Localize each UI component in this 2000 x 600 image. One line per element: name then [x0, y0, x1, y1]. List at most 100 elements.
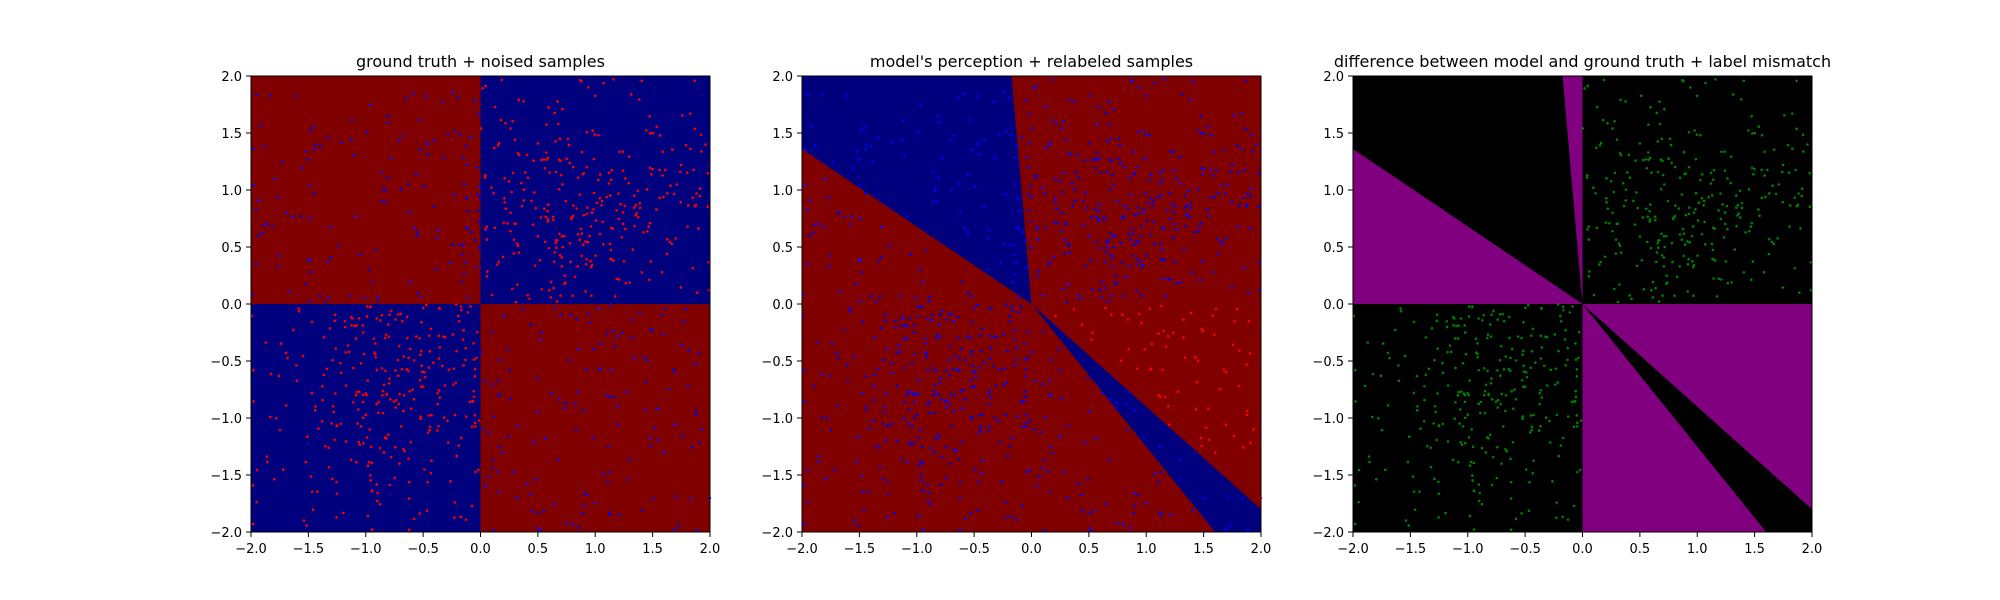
- scatter-point: [1797, 192, 1800, 195]
- scatter-point: [1490, 377, 1493, 380]
- scatter-point: [906, 390, 909, 394]
- scatter-point: [1490, 313, 1493, 316]
- scatter-point: [1482, 313, 1486, 317]
- scatter-point: [618, 278, 621, 281]
- scatter-point: [370, 528, 374, 531]
- scatter-point: [490, 293, 494, 297]
- scatter-point: [1524, 306, 1527, 310]
- scatter-point: [1597, 263, 1601, 266]
- scatter-point: [308, 184, 311, 187]
- scatter-point: [629, 93, 633, 96]
- scatter-point: [1612, 287, 1616, 291]
- scatter-point: [686, 225, 689, 228]
- scatter-point: [1782, 114, 1786, 117]
- scatter-point: [1012, 253, 1015, 256]
- scatter-point: [969, 118, 973, 122]
- scatter-point: [1251, 150, 1254, 153]
- scatter-point: [958, 457, 961, 461]
- scatter-point: [1136, 257, 1139, 261]
- scatter-point: [536, 235, 540, 238]
- scatter-point: [308, 128, 312, 132]
- scatter-point: [688, 112, 692, 115]
- scatter-point: [1481, 319, 1484, 322]
- scatter-point: [517, 98, 520, 102]
- scatter-point: [1459, 440, 1462, 444]
- x-tick-label: −2.0: [786, 542, 818, 557]
- scatter-point: [1635, 191, 1638, 194]
- scatter-point: [931, 200, 935, 203]
- scatter-point: [1197, 229, 1200, 233]
- scatter-point: [1015, 415, 1019, 418]
- scatter-point: [380, 200, 384, 203]
- scatter-point: [453, 193, 456, 196]
- scatter-point: [564, 401, 567, 405]
- scatter-point: [663, 307, 667, 311]
- scatter-point: [343, 319, 347, 323]
- scatter-point: [300, 166, 304, 170]
- scatter-point: [1010, 305, 1014, 308]
- scatter-point: [374, 342, 377, 345]
- scatter-point: [1661, 173, 1665, 177]
- scatter-point: [369, 474, 372, 477]
- scatter-point: [399, 188, 403, 191]
- scatter-point: [330, 422, 333, 425]
- scatter-point: [426, 153, 430, 156]
- scatter-point: [1097, 209, 1100, 213]
- scatter-point: [591, 129, 594, 132]
- scatter-point: [1564, 364, 1567, 367]
- scatter-point: [1677, 207, 1681, 210]
- scatter-point: [1046, 263, 1050, 266]
- scatter-point: [547, 106, 550, 109]
- scatter-point: [1062, 470, 1066, 474]
- scatter-point: [304, 460, 308, 464]
- scatter-point: [1137, 206, 1140, 209]
- scatter-point: [989, 346, 993, 349]
- scatter-point: [1132, 172, 1136, 176]
- scatter-point: [697, 227, 700, 230]
- scatter-point: [1617, 242, 1621, 245]
- scatter-point: [861, 391, 865, 395]
- scatter-point: [1191, 79, 1195, 83]
- scatter-point: [284, 404, 288, 407]
- scatter-point: [880, 225, 883, 229]
- scatter-point: [882, 405, 886, 408]
- scatter-point: [1097, 156, 1101, 160]
- scatter-point: [1530, 334, 1533, 337]
- scatter-point: [959, 211, 962, 214]
- scatter-point: [503, 177, 506, 180]
- scatter-point: [992, 100, 996, 103]
- scatter-point: [1723, 150, 1727, 153]
- scatter-point: [684, 307, 688, 311]
- scatter-point: [1655, 251, 1659, 254]
- scatter-point: [1035, 228, 1038, 231]
- scatter-point: [1374, 478, 1378, 481]
- scatter-point: [511, 119, 514, 123]
- scatter-point: [251, 484, 255, 487]
- scatter-point: [939, 483, 943, 487]
- scatter-point: [407, 356, 410, 360]
- scatter-point: [485, 238, 489, 241]
- scatter-point: [931, 313, 935, 317]
- scatter-point: [322, 336, 326, 339]
- scatter-point: [437, 307, 441, 310]
- scatter-point: [1453, 417, 1457, 421]
- scatter-point: [863, 126, 866, 129]
- scatter-point: [402, 394, 406, 397]
- scatter-point: [387, 335, 391, 338]
- scatter-point: [1763, 174, 1766, 177]
- scatter-point: [1682, 150, 1686, 154]
- scatter-point: [543, 437, 547, 440]
- scatter-point: [1169, 513, 1172, 517]
- scatter-point: [1182, 248, 1186, 251]
- scatter-point: [1073, 100, 1076, 103]
- scatter-point: [1611, 127, 1614, 130]
- scatter-point: [1422, 419, 1426, 423]
- y-tick-label: −0.5: [210, 355, 242, 370]
- scatter-point: [409, 440, 413, 444]
- scatter-point: [529, 323, 533, 327]
- scatter-point: [295, 379, 299, 383]
- scatter-point: [900, 458, 904, 462]
- scatter-point: [1010, 436, 1014, 440]
- scatter-point: [1714, 259, 1717, 262]
- chart-title: model's perception + relabeled samples: [870, 52, 1193, 71]
